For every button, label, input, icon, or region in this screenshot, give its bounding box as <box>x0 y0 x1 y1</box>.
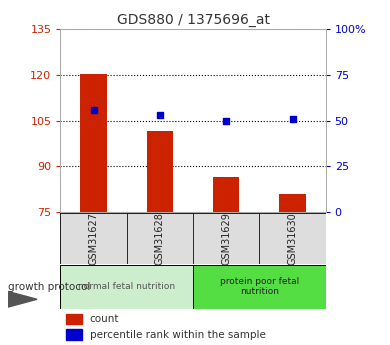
Bar <box>213 177 239 212</box>
Bar <box>66 329 82 340</box>
Text: GSM31630: GSM31630 <box>287 212 298 265</box>
Text: protein poor fetal
nutrition: protein poor fetal nutrition <box>220 277 299 296</box>
Title: GDS880 / 1375696_at: GDS880 / 1375696_at <box>117 13 269 27</box>
Text: GSM31629: GSM31629 <box>221 212 231 265</box>
Text: normal fetal nutrition: normal fetal nutrition <box>78 282 176 291</box>
Polygon shape <box>8 292 37 307</box>
Text: count: count <box>90 314 119 324</box>
Bar <box>147 131 173 212</box>
Point <box>289 116 296 122</box>
FancyBboxPatch shape <box>60 213 127 264</box>
Text: GSM31627: GSM31627 <box>89 212 99 265</box>
Text: growth protocol: growth protocol <box>8 282 90 292</box>
Bar <box>279 194 306 212</box>
FancyBboxPatch shape <box>193 265 326 309</box>
Point <box>90 107 97 112</box>
Text: GSM31628: GSM31628 <box>155 212 165 265</box>
Text: percentile rank within the sample: percentile rank within the sample <box>90 330 266 340</box>
Bar <box>66 314 82 324</box>
Point <box>157 112 163 118</box>
FancyBboxPatch shape <box>193 213 259 264</box>
FancyBboxPatch shape <box>60 265 193 309</box>
FancyBboxPatch shape <box>127 213 193 264</box>
Bar <box>80 73 107 212</box>
FancyBboxPatch shape <box>259 213 326 264</box>
Point <box>223 118 229 124</box>
